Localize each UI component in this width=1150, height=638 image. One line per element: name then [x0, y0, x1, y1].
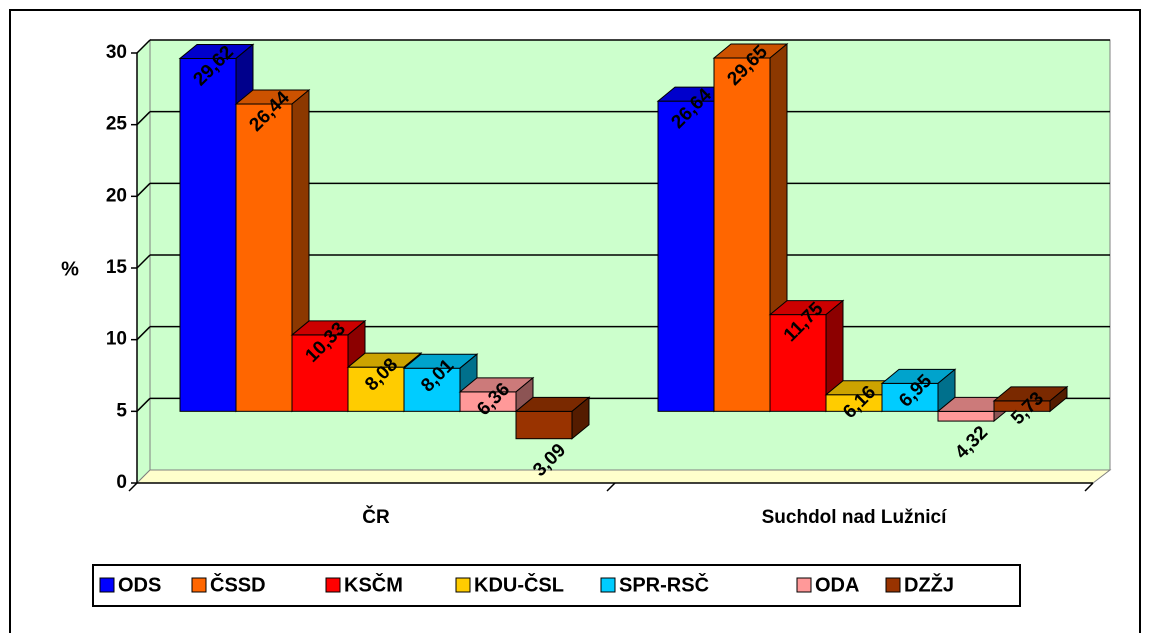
legend-swatch — [325, 577, 341, 593]
grid-line — [136, 254, 151, 269]
grid-line — [136, 39, 151, 54]
y-tick-label: 30 — [106, 42, 127, 63]
y-tick-label: 20 — [106, 185, 127, 206]
grid-line — [136, 111, 151, 126]
legend-label: ODS — [118, 574, 161, 596]
bar-front — [291, 334, 349, 412]
legend-label: ODA — [815, 574, 859, 596]
y-tick-label: 25 — [106, 114, 128, 135]
x-tick-label: Suchdol nad Lužnicí — [762, 507, 947, 528]
y-axis-label: % — [61, 258, 79, 280]
legend-swatch — [885, 577, 901, 593]
y-tick-label: 5 — [116, 400, 127, 421]
x-tick — [128, 482, 138, 492]
x-tick — [606, 482, 616, 492]
x-tick-label: ČR — [362, 506, 390, 528]
bar-front — [769, 314, 827, 412]
bar-front — [179, 57, 237, 412]
legend-swatch — [796, 577, 812, 593]
legend-label: KDU-ČSL — [474, 572, 564, 596]
legend-label: SPR-RSČ — [619, 572, 709, 596]
bar-front — [657, 100, 715, 412]
x-tick — [1084, 482, 1094, 492]
legend-swatch — [99, 577, 115, 593]
legend-label: DZŽJ — [904, 572, 954, 596]
y-tick-label: 15 — [106, 257, 128, 278]
legend-swatch — [191, 577, 207, 593]
grid-line — [136, 326, 151, 341]
legend — [92, 564, 1021, 607]
legend-swatch — [455, 577, 471, 593]
legend-swatch — [600, 577, 616, 593]
bar-front — [515, 410, 573, 440]
grid-line — [136, 182, 151, 197]
bar-side — [1049, 385, 1068, 413]
grid-line — [136, 397, 151, 412]
bar-front — [235, 103, 293, 412]
bar-front — [347, 366, 405, 412]
y-tick-label: 0 — [116, 472, 127, 493]
floor — [135, 469, 1112, 484]
legend-label: ČSSD — [210, 572, 266, 596]
legend-label: KSČM — [344, 572, 403, 596]
bar-front — [937, 410, 995, 422]
y-tick-label: 10 — [106, 329, 127, 350]
bar-front — [713, 57, 771, 412]
bar-side — [571, 396, 590, 440]
